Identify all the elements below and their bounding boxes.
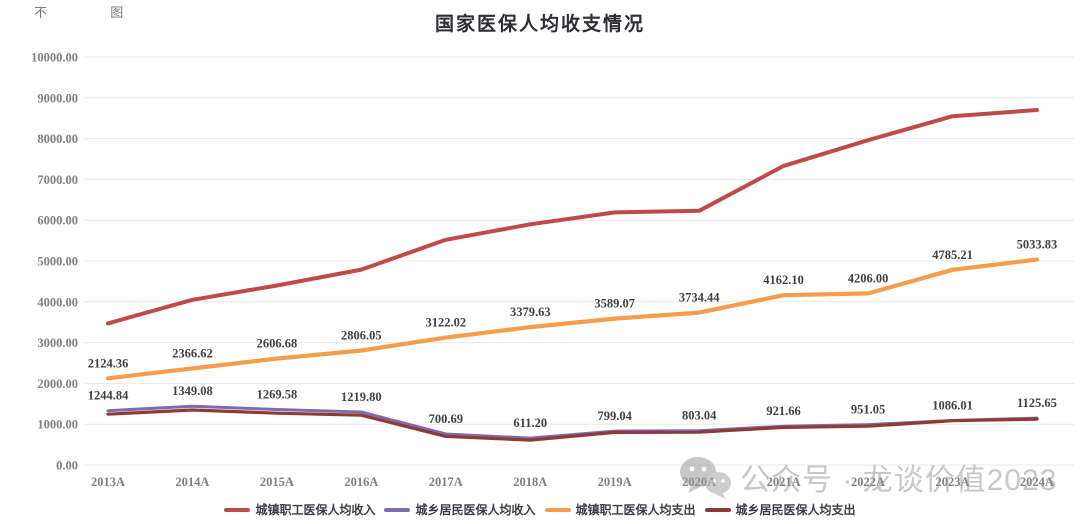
chart-title: 国家医保人均收支情况 (434, 14, 645, 35)
x-tick-label: 2021A (767, 475, 801, 489)
y-tick-label: 1000.00 (37, 418, 78, 432)
x-tick-label: 2016A (344, 475, 378, 489)
x-tick-label: 2015A (260, 475, 294, 489)
data-label: 611.20 (513, 416, 547, 430)
data-label: 1219.80 (341, 390, 382, 404)
data-label: 3734.44 (679, 291, 720, 305)
x-tick-label: 2023A (935, 475, 969, 489)
data-label: 1269.58 (257, 388, 298, 402)
data-label: 4162.10 (763, 273, 804, 287)
legend-swatch (544, 507, 571, 512)
legend-label: 城镇职工医保人均支出 (575, 503, 696, 517)
series-line-3 (105, 257, 1040, 381)
x-tick-label: 2019A (598, 475, 632, 489)
x-axis-labels: 2013A 2014A 2015A 2016A 2017A 2018A 2019A 2020A… (91, 475, 1054, 489)
data-label: 2366.62 (172, 346, 213, 360)
legend-swatch (384, 507, 411, 512)
legend-item-4: 城乡居民医保人均支出 (704, 501, 856, 518)
data-label: 2606.68 (257, 337, 298, 351)
x-tick-label: 2018A (513, 475, 547, 489)
data-label: 700.69 (429, 412, 463, 426)
legend-item-3: 城镇职工医保人均支出 (544, 501, 696, 518)
data-label: 3122.02 (425, 316, 466, 330)
data-label: 3589.07 (594, 297, 635, 311)
legend-item-2: 城乡居民医保人均收入 (384, 501, 536, 518)
y-tick-label: 5000.00 (37, 255, 78, 269)
y-tick-label: 8000.00 (37, 132, 78, 146)
y-axis-labels: 0.00 1000.00 2000.00 3000.00 4000.00 5000.00 6… (31, 51, 78, 473)
y-tick-label: 9000.00 (37, 91, 78, 105)
x-tick-label: 2022A (851, 475, 885, 489)
data-label: 1125.65 (1017, 396, 1057, 410)
data-label: 5033.83 (1017, 238, 1058, 252)
data-label: 1086.01 (932, 399, 973, 413)
y-tick-label: 7000.00 (37, 173, 78, 187)
legend-label: 城镇职工医保人均收入 (255, 503, 376, 517)
gridlines (85, 56, 1074, 466)
y-tick-label: 2000.00 (37, 377, 78, 391)
legend-label: 城乡居民医保人均收入 (415, 503, 536, 517)
legend-swatch (224, 507, 251, 512)
data-label: 803.04 (682, 409, 717, 423)
legend-swatch (704, 507, 731, 512)
y-tick-label: 3000.00 (37, 336, 78, 350)
legend-label: 城乡居民医保人均支出 (735, 503, 856, 517)
data-label: 2124.36 (88, 356, 129, 370)
data-label: 1244.84 (88, 389, 129, 403)
series-line-4 (106, 408, 1039, 442)
plot-area: 0.00 1000.00 2000.00 3000.00 4000.00 5000.00 6… (31, 51, 1074, 489)
y-tick-label: 0.00 (56, 459, 78, 473)
data-label: 4785.21 (932, 248, 973, 262)
x-tick-label: 2020A (682, 475, 716, 489)
data-label: 1349.08 (172, 384, 213, 398)
y-tick-label: 6000.00 (37, 214, 78, 228)
legend-item-1: 城镇职工医保人均收入 (224, 501, 375, 518)
x-tick-label: 2024A (1020, 475, 1054, 489)
legend: 城镇职工医保人均收入 城乡居民医保人均收入 城镇职工医保人均支出 城乡居民医保人均支出 (0, 501, 1080, 518)
x-tick-label: 2013A (91, 475, 125, 489)
data-label: 921.66 (766, 404, 800, 418)
data-label: 2806.05 (341, 329, 382, 343)
y-tick-label: 10000.00 (31, 51, 78, 65)
data-labels: 2124.36 2366.62 2606.68 2806.05 3122.02 3379.… (88, 238, 1058, 431)
data-label: 799.04 (598, 409, 633, 423)
y-tick-label: 4000.00 (37, 295, 78, 309)
x-tick-label: 2017A (429, 475, 463, 489)
data-label: 4206.00 (848, 271, 889, 285)
data-label: 3379.63 (510, 305, 551, 319)
series-line-1 (106, 108, 1039, 326)
x-tick-label: 2014A (175, 475, 209, 489)
corner-text: 不 图 (34, 5, 154, 20)
data-label: 951.05 (851, 403, 885, 417)
